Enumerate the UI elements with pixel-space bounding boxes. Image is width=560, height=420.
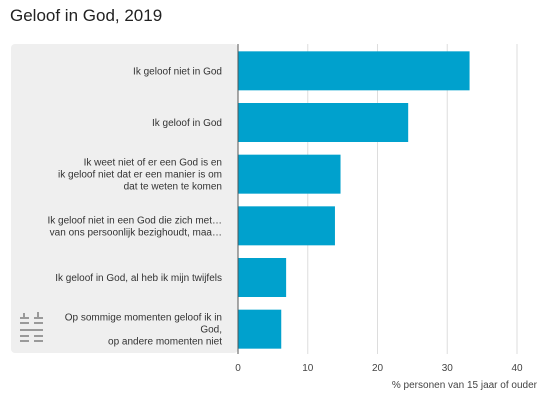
category-label: Ik geloof in God [152,118,222,129]
category-label: Ik weet niet of er een God is en ik geloo… [58,158,222,193]
category-label: Op sommige momenten geloof ik in God, op a… [65,313,223,348]
bar[interactable] [238,103,409,142]
cbs-logo-icon [20,312,43,342]
x-tick-label: 20 [372,363,384,374]
bar[interactable] [238,51,470,91]
chart-title: Geloof in God, 2019 [10,6,163,25]
x-tick-label: 30 [442,363,454,374]
x-axis-title: % personen van 15 jaar of ouder [392,380,538,391]
x-tick-label: 10 [302,363,314,374]
category-label: Ik geloof niet in een God die zich met… v… [47,215,222,238]
category-label: Ik geloof niet in God [133,66,222,77]
bar[interactable] [238,258,287,297]
category-label: Ik geloof in God, al heb ik mijn twijfel… [55,273,222,284]
bar[interactable] [238,154,341,194]
category-panel [11,44,238,353]
x-tick-label: 0 [235,363,241,374]
bar[interactable] [238,309,282,349]
bar[interactable] [238,206,335,246]
x-tick-label: 40 [511,363,523,374]
